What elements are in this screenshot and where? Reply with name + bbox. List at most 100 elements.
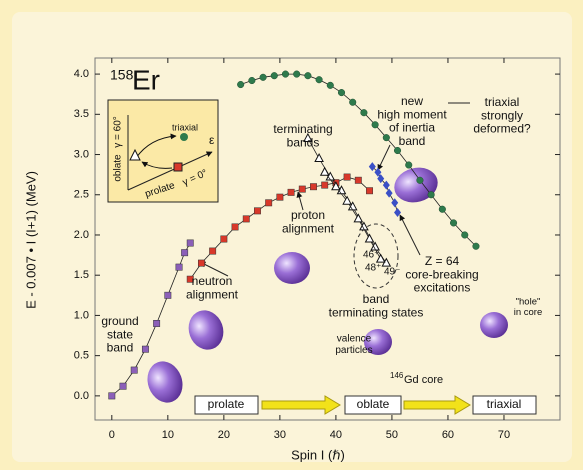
point	[281, 70, 290, 78]
point	[472, 242, 480, 250]
y-tick-label: 4.0	[74, 68, 89, 80]
point	[377, 174, 385, 184]
x-tick-label: 30	[274, 429, 286, 441]
point	[354, 176, 362, 184]
annotation: proton	[291, 208, 325, 222]
point	[374, 167, 382, 177]
point	[337, 89, 346, 97]
point	[259, 73, 267, 81]
x-axis-label: Spin I (ℏ)	[291, 447, 345, 462]
annotation: "hole"	[516, 297, 541, 308]
point	[209, 247, 217, 255]
y-tick-label: 0.0	[74, 390, 89, 402]
annotation: high moment	[377, 107, 447, 121]
annotation: band	[399, 134, 426, 148]
series-line	[240, 73, 477, 247]
point	[349, 98, 357, 106]
annotation: alignment	[282, 221, 335, 235]
isotope-mass: 158	[110, 67, 134, 83]
point	[231, 223, 239, 231]
point	[359, 221, 369, 231]
shape-label: triaxial	[487, 397, 522, 411]
annotation: deformed?	[473, 122, 531, 136]
point	[370, 241, 380, 251]
inset-label: γ = 60°	[113, 116, 124, 148]
x-tick-label: 0	[109, 429, 115, 441]
point	[119, 382, 127, 390]
annotation: band	[363, 292, 390, 306]
point	[382, 134, 390, 142]
annotation: state	[107, 327, 133, 341]
x-tick-label: 40	[330, 429, 342, 441]
point	[108, 392, 116, 400]
annotation: particles	[335, 345, 372, 356]
point	[310, 183, 317, 191]
point	[366, 187, 373, 195]
point	[303, 132, 313, 142]
y-tick-label: 3.5	[74, 108, 89, 120]
point	[353, 213, 364, 223]
point	[343, 173, 351, 181]
point	[461, 231, 469, 239]
point	[270, 72, 278, 80]
point	[321, 181, 329, 189]
inset-label: triaxial	[172, 122, 198, 132]
point	[164, 291, 172, 299]
point	[371, 121, 379, 129]
point	[368, 162, 376, 172]
point	[242, 215, 250, 223]
point	[265, 199, 273, 207]
annotation: new	[401, 94, 423, 108]
point	[416, 176, 424, 184]
point	[360, 109, 368, 117]
point	[276, 193, 284, 201]
y-tick-label: 3.0	[74, 148, 89, 160]
point	[391, 198, 399, 208]
spin-label: 48⁺	[365, 263, 381, 274]
x-tick-label: 10	[162, 429, 174, 441]
point	[141, 345, 149, 353]
point	[319, 166, 330, 176]
gd-mass: 146	[390, 371, 404, 380]
annotation: in core	[514, 307, 543, 318]
annotation: core-breaking	[405, 267, 478, 281]
point	[197, 259, 205, 267]
annotation: excitations	[414, 281, 471, 295]
point	[393, 146, 402, 155]
y-tick-label: 2.5	[74, 189, 89, 201]
annotation: Z = 64	[425, 254, 460, 268]
point	[427, 191, 435, 199]
inset-label: oblate	[113, 154, 124, 182]
x-tick-label: 60	[442, 429, 454, 441]
point	[375, 253, 386, 263]
point	[364, 233, 375, 243]
spin-label: 46⁺	[363, 250, 379, 261]
annotation: ground	[101, 314, 138, 328]
point	[438, 205, 446, 213]
point	[153, 320, 161, 327]
annotation: band	[107, 341, 134, 355]
point	[405, 161, 413, 169]
shape-label: prolate	[208, 397, 245, 411]
y-tick-label: 2.0	[74, 229, 89, 241]
point	[181, 249, 189, 257]
point	[315, 76, 323, 84]
gd-core: Gd core	[404, 374, 443, 386]
point	[287, 188, 295, 196]
x-tick-label: 20	[218, 429, 230, 441]
point	[130, 366, 138, 374]
y-tick-label: 1.5	[74, 269, 89, 281]
point	[254, 207, 261, 215]
y-axis-label: E - 0.007 • I (I+1) (MeV)	[23, 171, 38, 309]
shape-label: oblate	[357, 397, 390, 411]
annotation: alignment	[186, 287, 239, 301]
point	[326, 81, 334, 89]
point	[186, 239, 194, 247]
spin-label: 49⁻	[384, 267, 400, 278]
decorations	[107, 99, 537, 415]
y-tick-label: 1.0	[74, 309, 89, 321]
point	[237, 80, 245, 89]
annotation: valence	[337, 334, 372, 345]
point	[450, 219, 458, 227]
